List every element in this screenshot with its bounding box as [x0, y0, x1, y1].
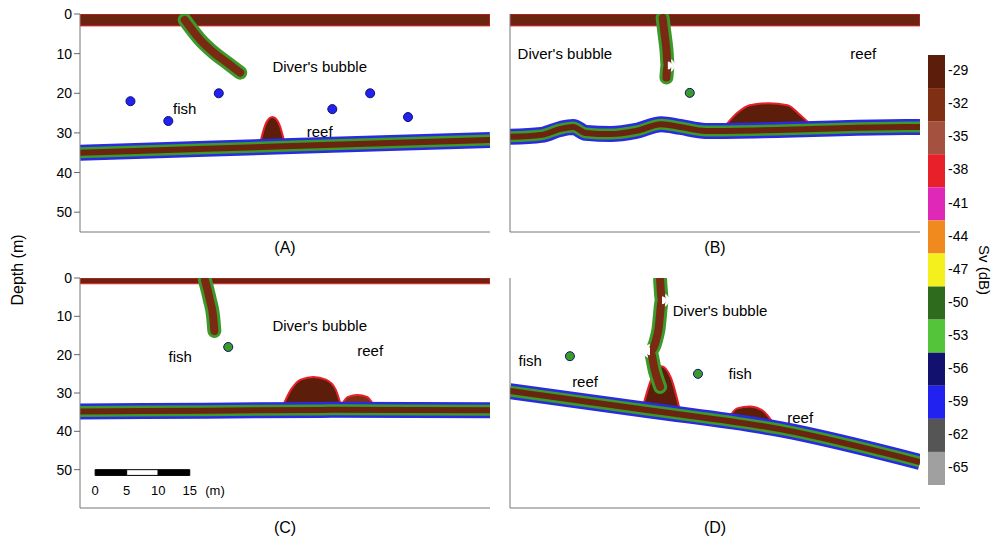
svg-text:0: 0 [92, 483, 99, 498]
svg-text:reef: reef [357, 342, 384, 359]
html-text:(D): (D) [703, 519, 727, 536]
svg-text:-65: -65 [948, 459, 968, 475]
svg-text:reef: reef [850, 45, 877, 62]
svg-text:Diver's bubble: Diver's bubble [518, 45, 613, 62]
svg-text:-32: -32 [948, 95, 968, 111]
svg-text:fish: fish [519, 352, 542, 369]
svg-text:20: 20 [56, 347, 72, 363]
svg-text:40: 40 [56, 423, 72, 439]
svg-text:fish: fish [173, 100, 196, 117]
svg-text:10: 10 [56, 308, 72, 324]
svg-text:-50: -50 [948, 294, 968, 310]
svg-text:-53: -53 [948, 327, 968, 343]
svg-text:30: 30 [56, 125, 72, 141]
svg-text:-56: -56 [948, 360, 968, 376]
svg-text:-62: -62 [948, 426, 968, 442]
svg-text:Diver's bubble: Diver's bubble [272, 58, 367, 75]
svg-text:-38: -38 [948, 161, 968, 177]
svg-text:5: 5 [123, 483, 130, 498]
svg-text:-29: -29 [948, 62, 968, 78]
svg-text:10: 10 [151, 483, 165, 498]
svg-text:10: 10 [56, 46, 72, 62]
svg-text:15: 15 [183, 483, 197, 498]
svg-text:-59: -59 [948, 393, 968, 409]
svg-text:reef: reef [787, 409, 814, 426]
svg-text:20: 20 [56, 85, 72, 101]
svg-text:fish: fish [169, 348, 192, 365]
svg-text:-35: -35 [948, 128, 968, 144]
svg-text:Sv (dB): Sv (dB) [976, 245, 993, 295]
svg-text:40: 40 [56, 165, 72, 181]
svg-text:reef: reef [572, 373, 599, 390]
svg-text:0: 0 [64, 6, 72, 22]
svg-text:0: 0 [64, 270, 72, 286]
html-text:Depth (m): Depth (m) [9, 234, 26, 306]
html-text:(B): (B) [704, 239, 726, 256]
svg-text:-47: -47 [948, 261, 968, 277]
svg-text:reef: reef [307, 123, 334, 140]
svg-text:-41: -41 [948, 195, 968, 211]
html-text:(C): (C) [273, 519, 297, 536]
svg-text:-44: -44 [948, 228, 968, 244]
svg-text:30: 30 [56, 385, 72, 401]
html-text:(A): (A) [274, 239, 296, 256]
svg-text:fish: fish [729, 365, 752, 382]
svg-text:(m): (m) [205, 483, 225, 498]
svg-text:Diver's bubble: Diver's bubble [673, 302, 768, 319]
svg-text:50: 50 [56, 462, 72, 478]
svg-text:Diver's bubble: Diver's bubble [272, 317, 367, 334]
svg-text:50: 50 [56, 204, 72, 220]
